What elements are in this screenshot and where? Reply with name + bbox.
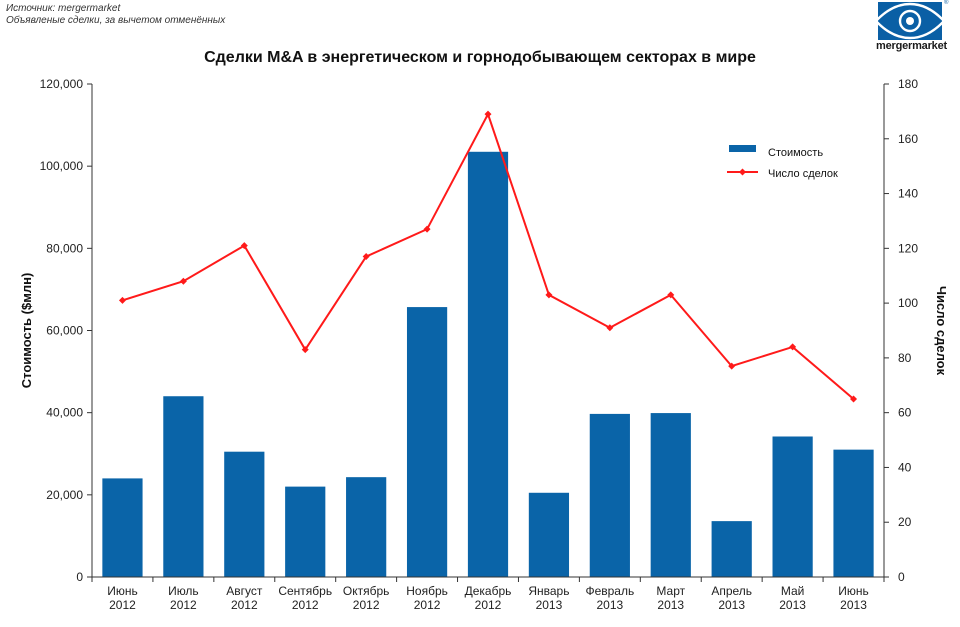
x-tick-label-month: Апрель [711,584,752,598]
bar-12 [772,436,813,577]
deals-count-point-8 [545,291,553,299]
legend-label-deals: Число сделок [768,168,838,180]
bar-13 [833,449,874,577]
bar-3 [224,451,265,577]
left-tick-label: 100,000 [40,159,84,173]
right-tick-label: 120 [898,241,918,255]
bar-6 [406,307,448,577]
deals-count-point-10 [667,291,675,299]
x-tick-label-month: Сентябрь [278,584,332,598]
y-axis-left-title: Стоимость ($млн) [19,273,34,389]
x-tick-label-month: Июнь [838,584,869,598]
source-line-2: Объявленые сделки, за вычетом отменённых [6,15,226,26]
right-tick-label: 80 [898,351,912,365]
x-tick-label-year: 2013 [779,598,806,612]
bar-8 [528,492,570,577]
right-tick-label: 180 [898,77,918,91]
right-tick-label: 0 [898,570,905,584]
bar-1 [102,478,143,577]
x-tick-label-month: Май [781,584,805,598]
x-tick-label-year: 2012 [353,598,380,612]
x-tick-label-month: Июль [168,584,199,598]
bar-4 [285,486,326,577]
deals-count-point-11 [728,362,736,370]
x-tick-label-year: 2013 [718,598,745,612]
mergermarket-logo: ® mergermarket [876,0,956,54]
right-tick-label: 40 [898,460,912,474]
x-tick-label-month: Ноябрь [406,584,448,598]
right-tick-label: 20 [898,515,912,529]
right-tick-label: 160 [898,132,918,146]
x-tick-label-year: 2012 [292,598,319,612]
left-tick-label: 0 [76,570,83,584]
bar-11 [711,521,752,577]
deals-count-point-1 [118,296,126,304]
left-tick-label: 80,000 [46,241,83,255]
eye-icon [878,2,942,40]
left-tick-label: 60,000 [46,324,83,338]
y-axis-right-title: Число сделок [934,286,949,376]
trademark-mark: ® [944,0,949,6]
x-tick-label-year: 2012 [414,598,441,612]
deals-count-point-13 [850,395,858,403]
x-tick-label-month: Октябрь [343,584,390,598]
x-tick-label-year: 2013 [657,598,684,612]
x-tick-label-year: 2013 [840,598,867,612]
deals-count-point-9 [606,324,614,332]
deals-count-point-2 [179,277,187,285]
source-line-1: Источник: mergermarket [6,3,121,14]
logo-wordmark: mergermarket [876,40,947,52]
x-tick-label-year: 2012 [170,598,197,612]
right-tick-label: 140 [898,187,918,201]
right-tick-label: 60 [898,406,912,420]
left-tick-label: 40,000 [46,406,83,420]
x-tick-label-month: Январь [528,584,569,598]
deals-count-point-4 [301,346,309,354]
x-tick-label-month: Февраль [585,584,634,598]
legend-swatch-value [729,145,756,152]
x-tick-label-year: 2013 [596,598,623,612]
x-tick-label-year: 2012 [231,598,258,612]
bar-9 [589,413,630,577]
x-tick-label-month: Декабрь [465,584,512,598]
x-tick-label-month: Август [226,584,263,598]
source-note: Источник: mergermarket Объявленые сделки… [6,3,225,27]
left-tick-label: 120,000 [40,77,84,91]
x-tick-label-month: Март [656,584,685,598]
x-tick-label-month: Июнь [107,584,138,598]
bar-10 [650,413,691,577]
deals-count-point-5 [362,253,370,261]
bar-5 [346,477,387,577]
deals-count-point-6 [423,225,431,233]
bar-2 [163,396,204,577]
left-tick-label: 20,000 [46,488,83,502]
deals-count-point-3 [240,242,248,250]
deals-count-point-7 [484,110,492,118]
x-tick-label-year: 2013 [536,598,563,612]
deals-count-point-12 [789,343,797,351]
legend-label-value: Стоимость [768,147,823,159]
right-tick-label: 100 [898,296,918,310]
chart-title: Сделки M&A в энергетическом и горнодобыв… [204,49,756,66]
x-tick-label-year: 2012 [109,598,136,612]
x-tick-label-year: 2012 [475,598,502,612]
legend-marker-deals [739,168,746,176]
bar-7 [467,151,509,577]
